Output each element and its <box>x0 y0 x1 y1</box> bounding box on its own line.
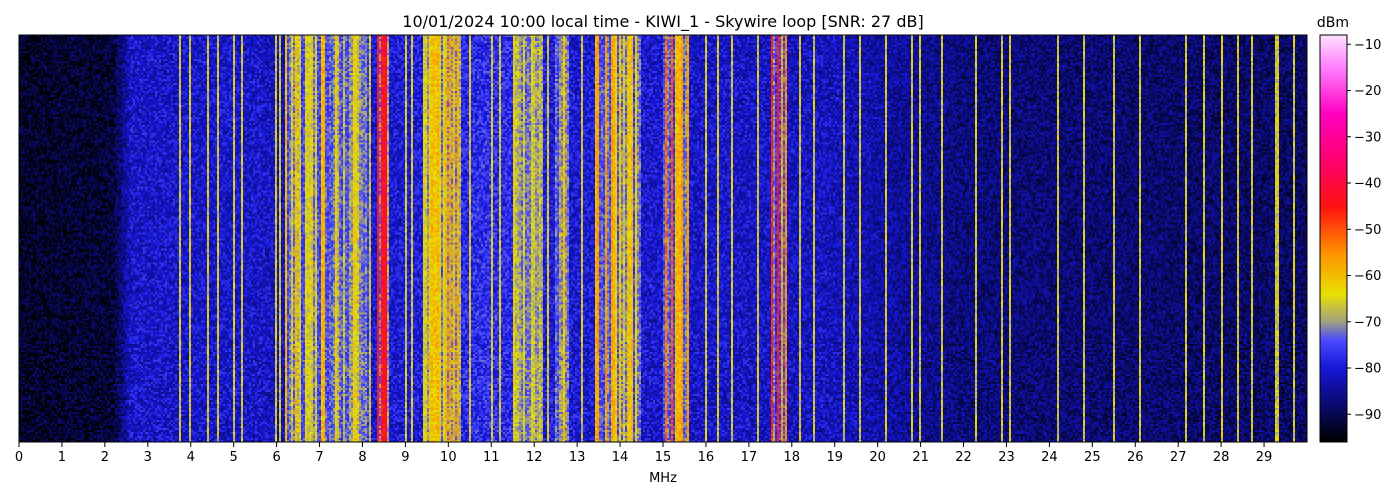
x-tick-label: 17 <box>741 450 758 465</box>
chart-title: 10/01/2024 10:00 local time - KIWI_1 - S… <box>402 12 923 32</box>
x-tick-label: 15 <box>655 450 672 465</box>
colorbar-tick-label: −70 <box>1354 315 1381 330</box>
x-tick-label: 10 <box>440 450 457 465</box>
colorbar-label: dBm <box>1317 15 1349 31</box>
colorbar-tick-label: −30 <box>1354 130 1381 145</box>
x-tick-label: 9 <box>401 450 409 465</box>
spectrogram-heatmap <box>19 35 1307 442</box>
x-tick-label: 13 <box>569 450 586 465</box>
x-tick-label: 16 <box>698 450 715 465</box>
x-tick-label: 0 <box>15 450 23 465</box>
colorbar-tick-label: −80 <box>1354 362 1381 377</box>
x-axis-label: MHz <box>649 471 677 486</box>
x-tick-label: 21 <box>912 450 929 465</box>
x-tick-label: 14 <box>612 450 629 465</box>
x-tick-label: 12 <box>526 450 543 465</box>
x-tick-label: 28 <box>1213 450 1230 465</box>
x-tick-label: 1 <box>58 450 66 465</box>
x-tick-label: 7 <box>315 450 323 465</box>
x-tick-label: 27 <box>1170 450 1187 465</box>
x-tick-label: 25 <box>1084 450 1101 465</box>
x-tick-label: 2 <box>101 450 109 465</box>
x-tick-label: 24 <box>1041 450 1058 465</box>
x-tick-label: 18 <box>784 450 801 465</box>
x-tick-label: 6 <box>272 450 280 465</box>
x-tick-label: 29 <box>1256 450 1273 465</box>
x-tick-label: 5 <box>230 450 238 465</box>
colorbar-tick-label: −50 <box>1354 223 1381 238</box>
colorbar: −10 −20 −30 −40 −50 −60 −70 −80 −90 dBm <box>1317 15 1381 443</box>
x-tick-label: 4 <box>187 450 195 465</box>
colorbar-tick-label: −10 <box>1354 38 1381 53</box>
colorbar-tick-label: −90 <box>1354 408 1381 423</box>
x-tick-label: 23 <box>998 450 1015 465</box>
x-tick-label: 11 <box>483 450 500 465</box>
colorbar-tick-label: −20 <box>1354 84 1381 99</box>
colorbar-tick-label: −60 <box>1354 269 1381 284</box>
plot-area <box>18 34 1308 443</box>
x-tick-label: 3 <box>144 450 152 465</box>
x-axis: 0 1 2 3 4 5 6 7 8 9 10 11 12 13 14 15 16 17 18 19 20 21 22 23 24… <box>15 442 1272 465</box>
x-tick-label: 20 <box>869 450 886 465</box>
x-tick-label: 19 <box>826 450 843 465</box>
colorbar-gradient <box>1319 34 1348 443</box>
colorbar-ticks: −10 −20 −30 −40 −50 −60 −70 −80 −90 <box>1347 38 1381 423</box>
colorbar-tick-label: −40 <box>1354 177 1381 192</box>
x-tick-label: 8 <box>358 450 366 465</box>
x-tick-label: 22 <box>955 450 972 465</box>
x-tick-label: 26 <box>1127 450 1144 465</box>
